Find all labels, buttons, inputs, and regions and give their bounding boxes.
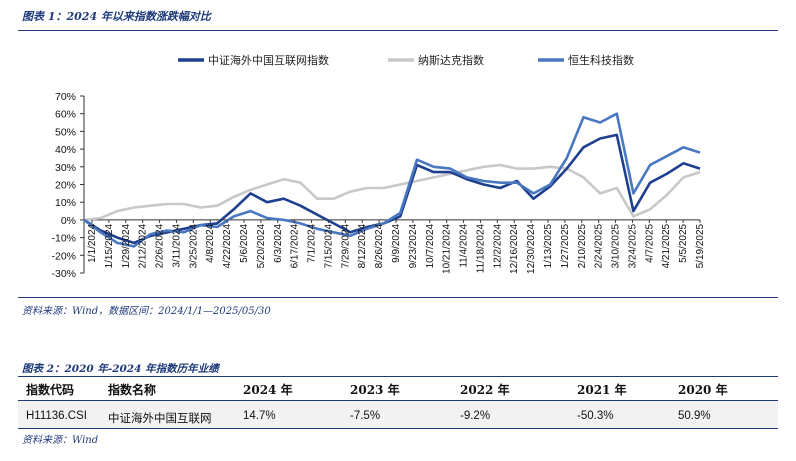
x-tick-label: 8/26/2024 xyxy=(374,223,385,268)
cell-2023: -7.5% xyxy=(350,410,381,422)
x-tick-label: 3/11/2024 xyxy=(171,223,182,267)
chart-bottom-rule xyxy=(18,297,778,298)
x-tick-label: 8/12/2024 xyxy=(357,223,368,268)
y-tick-label: -30% xyxy=(51,268,76,280)
x-tick-label: 9/23/2024 xyxy=(408,223,419,268)
legend-label: 纳斯达克指数 xyxy=(418,53,484,67)
x-tick-label: 10/7/2024 xyxy=(425,223,436,268)
top-rule xyxy=(18,30,778,31)
cell-2024: 14.7% xyxy=(243,410,276,422)
x-tick-label: 1/15/2024 xyxy=(104,223,115,268)
header-index-name: 指数名称 xyxy=(108,383,157,397)
x-tick-label: 2/26/2024 xyxy=(155,223,166,268)
x-tick-label: 2/24/2025 xyxy=(594,223,605,268)
x-tick-label: 9/9/2024 xyxy=(391,223,402,262)
x-tick-label: 3/24/2025 xyxy=(627,223,638,268)
cell-2022: -9.2% xyxy=(460,410,491,422)
cell-index-name: 中证海外中国互联网 xyxy=(108,413,212,425)
x-tick-label: 6/17/2024 xyxy=(290,223,301,268)
x-tick-label: 5/5/2025 xyxy=(678,223,689,262)
header-2024: 2024 年 xyxy=(243,383,293,397)
header-2023: 2023 年 xyxy=(350,383,400,397)
x-tick-label: 5/19/2025 xyxy=(695,223,706,268)
y-tick-label: 40% xyxy=(55,144,76,156)
y-tick-label: 10% xyxy=(55,197,76,209)
table-bottom-rule xyxy=(18,428,778,429)
x-tick-label: 1/29/2024 xyxy=(121,223,132,268)
cell-2021: -50.3% xyxy=(577,410,614,422)
header-2022: 2022 年 xyxy=(460,383,510,397)
cell-index-code: H11136.CSI xyxy=(26,410,87,422)
x-tick-label: 11/18/2024 xyxy=(475,223,486,273)
header-index-code: 指数代码 xyxy=(26,383,75,397)
x-tick-label: 3/25/2024 xyxy=(188,223,199,268)
x-tick-label: 12/30/2024 xyxy=(526,223,537,273)
table-row xyxy=(18,401,778,428)
x-tick-label: 6/3/2024 xyxy=(273,223,284,262)
x-tick-label: 1/13/2025 xyxy=(543,223,554,268)
chart-source-note: 资料来源：Wind，数据区间：2024/1/1—2025/05/30 xyxy=(22,306,271,317)
x-tick-label: 4/7/2025 xyxy=(644,223,655,262)
header-2021: 2021 年 xyxy=(577,383,627,397)
table-top-rule xyxy=(18,376,778,377)
header-2020: 2020 年 xyxy=(678,383,728,397)
table-source-note: 资料来源：Wind xyxy=(22,435,99,446)
figure-title: 图表 1：2024 年以来指数涨跌幅对比 xyxy=(22,10,211,23)
x-tick-label: 7/15/2024 xyxy=(323,223,334,268)
y-tick-label: 20% xyxy=(55,180,76,192)
y-tick-label: 0% xyxy=(61,215,76,227)
y-tick-label: -20% xyxy=(51,250,76,262)
table-title: 图表 2：2020 年-2024 年指数历年业绩 xyxy=(22,363,219,375)
x-tick-label: 4/8/2024 xyxy=(205,223,216,262)
x-tick-label: 1/27/2025 xyxy=(560,223,571,268)
x-tick-label: 11/4/2024 xyxy=(459,223,470,267)
x-tick-label: 3/10/2025 xyxy=(611,223,622,268)
x-tick-label: 12/16/2024 xyxy=(509,223,520,273)
series-line xyxy=(83,112,701,248)
y-tick-label: 50% xyxy=(55,126,76,138)
x-tick-label: 2/10/2025 xyxy=(577,223,588,268)
y-tick-label: 30% xyxy=(55,162,76,174)
x-tick-label: 5/6/2024 xyxy=(239,223,250,262)
legend-label: 中证海外中国互联网指数 xyxy=(208,53,329,67)
y-tick-label: -10% xyxy=(51,233,76,245)
table-header-rule xyxy=(18,400,778,401)
x-tick-label: 7/1/2024 xyxy=(307,223,318,262)
series-line xyxy=(83,133,701,245)
cell-2020: 50.9% xyxy=(678,410,711,422)
x-tick-label: 7/29/2024 xyxy=(340,223,351,268)
legend-label: 恒生科技指数 xyxy=(568,53,634,67)
x-tick-label: 4/21/2025 xyxy=(661,223,672,268)
x-tick-label: 2/12/2024 xyxy=(138,223,149,268)
x-tick-label: 12/2/2024 xyxy=(492,223,503,268)
x-tick-label: 10/21/2024 xyxy=(442,223,453,273)
x-tick-label: 1/1/2024 xyxy=(87,223,98,262)
y-tick-label: 60% xyxy=(55,109,76,121)
line-chart: 中证海外中国互联网指数 纳斯达克指数 恒生科技指数 70% 60% 50% 40% 30% 20… xyxy=(51,53,706,280)
x-tick-label: 5/20/2024 xyxy=(256,223,267,268)
x-tick-label: 4/22/2024 xyxy=(222,223,233,268)
series-line xyxy=(83,163,701,222)
y-tick-label: 70% xyxy=(55,91,76,103)
